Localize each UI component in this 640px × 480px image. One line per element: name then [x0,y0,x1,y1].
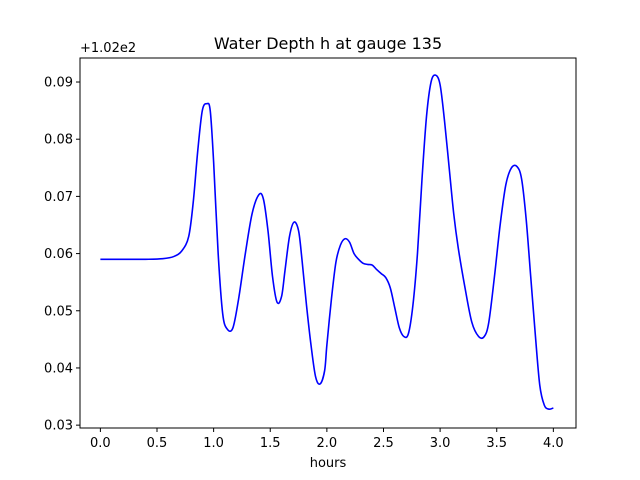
series-layer [100,74,554,411]
x-tick-label: 0.5 [147,436,168,451]
y-offset-label: +1.02e2 [80,41,136,56]
series-line-0 [100,74,554,411]
y-tick-label: 0.04 [44,361,73,376]
x-tick-label: 2.0 [317,436,338,451]
plot-frame [79,57,577,429]
x-tick-label: 2.5 [373,436,394,451]
y-tick-label: 0.05 [44,304,73,319]
y-tick-label: 0.07 [44,190,73,205]
y-axis-ticks: 0.03 0.04 0.05 0.06 0.07 0.08 0.09 [44,76,80,434]
x-tick-label: 1.5 [260,436,281,451]
x-tick-label: 3.0 [430,436,451,451]
x-axis-label: hours [310,456,347,471]
x-tick-label: 1.0 [203,436,224,451]
y-tick-label: 0.08 [44,133,73,148]
y-tick-label: 0.06 [44,247,73,262]
y-tick-label: 0.09 [44,76,73,91]
x-axis-ticks: 0.0 0.5 1.0 1.5 2.0 2.5 3.0 3.5 4.0 [90,428,564,451]
x-tick-label: 0.0 [90,436,111,451]
chart-title: Water Depth h at gauge 135 [214,34,442,53]
x-tick-label: 4.0 [543,436,564,451]
x-tick-label: 3.5 [486,436,507,451]
y-tick-label: 0.03 [44,419,73,434]
